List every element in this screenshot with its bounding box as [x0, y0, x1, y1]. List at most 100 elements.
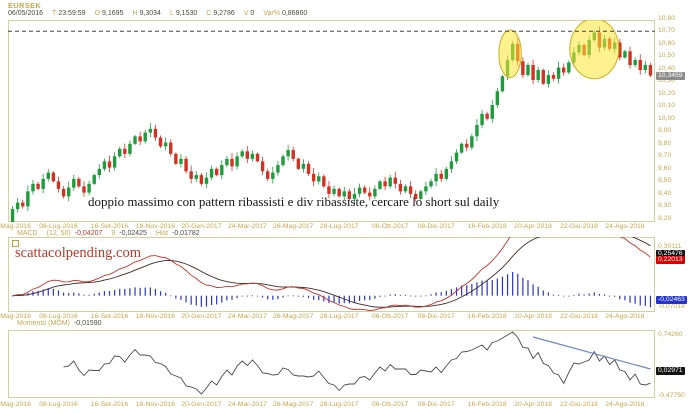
info-value: 0,86860	[281, 10, 308, 17]
candle	[46, 172, 50, 179]
candle	[56, 181, 61, 189]
candle	[102, 161, 107, 169]
x-axis-tick: 6-Mag-2016	[0, 401, 31, 408]
candle	[271, 172, 275, 179]
candle	[424, 186, 428, 192]
x-axis-tick: 08-Lug-2016	[39, 223, 78, 230]
candle	[209, 168, 214, 178]
candlestick-layer	[10, 20, 653, 222]
info-value: 9,2786	[213, 10, 235, 17]
candle	[444, 168, 449, 179]
candle	[112, 156, 117, 168]
candle	[77, 178, 81, 187]
candle	[357, 187, 362, 194]
candle	[556, 67, 561, 79]
candle	[21, 202, 25, 207]
info-value: Momento (MOM)	[17, 320, 70, 327]
macd-panel[interactable]	[8, 237, 655, 312]
candle	[230, 158, 234, 167]
candle	[378, 181, 382, 189]
momentum-value-badge: 0,02971	[656, 366, 685, 375]
price-axis-tick: 9,30	[658, 202, 672, 210]
candle	[317, 176, 321, 182]
symbol-label: EURSEK	[8, 1, 42, 10]
x-axis-tick: 6-Mag-2016	[0, 313, 31, 320]
double-top-highlight-ellipse	[569, 20, 620, 80]
candle	[138, 136, 142, 142]
candle	[500, 76, 505, 92]
candle	[470, 136, 474, 148]
candle	[388, 177, 392, 187]
candle	[189, 171, 193, 179]
candle	[36, 183, 40, 189]
candle	[15, 202, 20, 210]
candle	[628, 51, 632, 66]
price-axis-tick: 9,50	[658, 177, 672, 185]
candle	[26, 191, 30, 207]
info-value: MACD	[17, 230, 38, 237]
candle	[337, 188, 341, 197]
candle	[51, 172, 56, 182]
info-label: Var%	[263, 10, 280, 17]
info-value: -0,01782	[172, 230, 200, 237]
candle	[260, 161, 265, 172]
x-axis-tick: 08-Lug-2016	[39, 401, 78, 408]
candle	[204, 177, 209, 184]
candle	[541, 70, 545, 84]
candle	[551, 75, 556, 79]
divergence-trendline[interactable]	[532, 336, 651, 370]
macd-layer	[11, 237, 652, 311]
x-axis-tick: 24-Ago-2018	[605, 313, 645, 320]
info-value: (12, 50)	[46, 230, 71, 237]
x-axis-tick: 18-Nov-2016	[135, 401, 176, 408]
candle	[322, 176, 326, 187]
x-axis-tick: 16-Feb-2018	[467, 313, 507, 320]
price-axis-tick: 9,40	[658, 189, 672, 197]
candle	[414, 193, 418, 199]
candle	[403, 186, 408, 192]
panel-marker-icon[interactable]	[12, 240, 19, 247]
candle	[123, 148, 127, 154]
chart-annotation: doppio massimo con pattern ribassisti e …	[88, 194, 500, 209]
candle	[485, 113, 489, 119]
x-axis-tick: 08-Dic-2017	[417, 313, 455, 320]
candle	[536, 70, 540, 81]
main-chart-panel[interactable]	[8, 20, 655, 222]
x-axis-tick: 16-Feb-2018	[467, 401, 507, 408]
momentum-panel[interactable]	[8, 330, 655, 398]
candle	[439, 173, 443, 179]
info-value: -0,04207	[74, 230, 103, 237]
x-axis-tick: 22-Giu-2018	[560, 223, 598, 230]
candle	[250, 153, 255, 159]
x-axis-tick: 06-Ott-2017	[372, 223, 409, 230]
candle	[148, 128, 153, 133]
double-top-highlight-ellipse	[498, 29, 522, 79]
x-axis-tick: 24-Mar-2017	[227, 313, 267, 320]
info-value: 9	[111, 230, 116, 237]
candle	[526, 65, 530, 76]
candle	[633, 60, 637, 66]
macd-axis-tick: -0,07019	[658, 303, 685, 311]
x-axis-tick: 26-Mag-2017	[273, 401, 314, 408]
candle	[184, 158, 188, 172]
info-value: 9,3034	[139, 10, 161, 17]
x-axis-tick: 28-Lug-2017	[319, 223, 359, 230]
x-axis-tick: 6-Mag-2016	[0, 223, 31, 230]
candle	[41, 178, 45, 189]
candle	[291, 150, 295, 159]
candle	[648, 65, 653, 76]
x-axis-tick: 08-Dic-2017	[417, 401, 455, 408]
info-label: T	[52, 10, 57, 17]
price-axis-tick: 10,30	[658, 77, 676, 85]
macd-axis-tick: 0,30111	[658, 242, 682, 250]
candle	[490, 105, 494, 119]
candle	[352, 193, 357, 199]
macd-value-badge: 0,22013	[656, 255, 685, 264]
x-axis-tick: 24-Mar-2017	[227, 401, 267, 408]
momentum-info-row: Momento (MOM) -0,01590	[12, 320, 106, 328]
candle	[72, 178, 76, 188]
candle	[567, 62, 571, 73]
candle	[296, 158, 301, 169]
candle	[618, 42, 622, 58]
